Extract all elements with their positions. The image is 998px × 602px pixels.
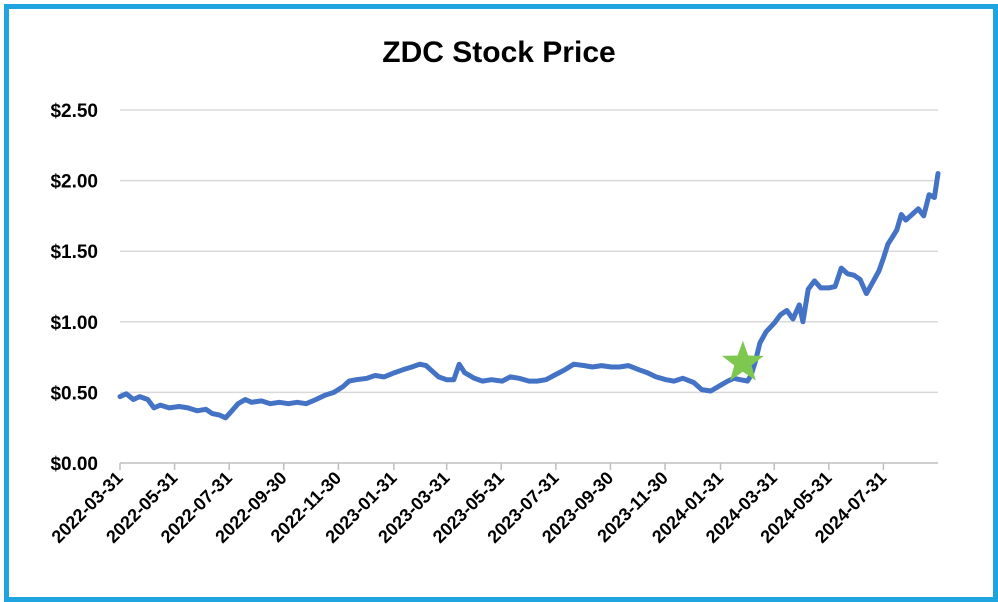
gridlines [120, 109, 938, 394]
chart-title: ZDC Stock Price [382, 36, 616, 69]
series-line [117, 171, 941, 421]
markers [722, 340, 764, 381]
star-marker [722, 340, 764, 381]
x-axis-ticks: 2022-03-312022-05-312022-07-312022-09-30… [48, 463, 890, 547]
y-axis-ticks: $0.00 $0.50 $1.00 $1.50 $2.00 $2.50 [50, 101, 98, 475]
y-tick-label: $2.00 [50, 172, 98, 193]
y-tick-label: $0.50 [50, 383, 98, 404]
y-tick-label: $1.50 [50, 242, 98, 263]
y-tick-label: $0.00 [50, 454, 98, 475]
y-tick-label: $2.50 [50, 101, 98, 122]
series [117, 171, 941, 421]
chart-frame [4, 4, 998, 602]
y-tick-label: $1.00 [50, 313, 98, 334]
